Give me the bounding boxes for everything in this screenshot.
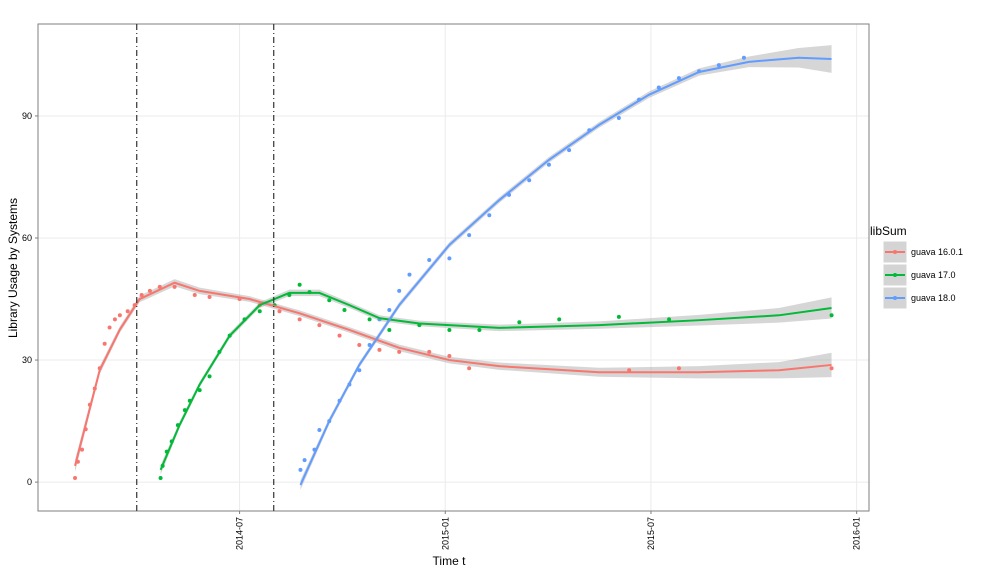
point xyxy=(147,288,152,293)
smooth-line xyxy=(74,281,832,467)
smooth-line xyxy=(159,291,832,471)
confidence-band xyxy=(75,279,832,472)
point xyxy=(676,366,681,371)
x-tick-label: 2016-01 xyxy=(852,517,862,550)
legend-title: libSum xyxy=(870,224,907,238)
legend-label: guava 17.0 xyxy=(911,270,956,280)
y-tick-label: 60 xyxy=(22,233,32,243)
point xyxy=(627,368,632,373)
point xyxy=(557,317,562,322)
point xyxy=(387,327,392,332)
point xyxy=(125,309,130,314)
point xyxy=(112,317,117,322)
legend-key-point xyxy=(893,250,897,254)
point xyxy=(656,85,661,90)
point xyxy=(397,349,402,354)
point xyxy=(197,388,202,393)
point xyxy=(527,178,532,183)
legend-label: guava 18.0 xyxy=(911,293,956,303)
point xyxy=(387,308,392,313)
point xyxy=(367,317,372,322)
point xyxy=(172,284,177,289)
x-tick-label: 2015-01 xyxy=(440,517,450,550)
point xyxy=(357,368,362,373)
point xyxy=(257,309,262,314)
point xyxy=(342,308,347,313)
point xyxy=(117,313,122,318)
point xyxy=(676,76,681,81)
bands xyxy=(75,45,832,490)
y-axis-label: Library Usage by Systems xyxy=(6,198,20,338)
point xyxy=(73,476,78,481)
point xyxy=(357,343,362,348)
x-tick-label: 2015-07 xyxy=(646,517,656,550)
point xyxy=(487,213,492,218)
point xyxy=(546,162,551,167)
point xyxy=(327,298,332,303)
panel-background xyxy=(38,24,869,511)
point xyxy=(567,148,572,153)
point xyxy=(517,320,522,325)
legend-label: guava 16.0.1 xyxy=(911,247,963,257)
point xyxy=(397,288,402,293)
x-tick-label: 2014-07 xyxy=(235,517,245,550)
y-tick-label: 30 xyxy=(22,355,32,365)
point xyxy=(139,292,144,297)
point xyxy=(337,333,342,338)
point xyxy=(447,353,452,358)
point xyxy=(467,366,472,371)
lines xyxy=(74,56,832,486)
point xyxy=(102,341,107,346)
legend-key-point xyxy=(893,296,897,300)
point xyxy=(407,272,412,277)
point xyxy=(80,447,85,452)
point xyxy=(427,349,432,354)
point xyxy=(297,317,302,322)
point xyxy=(158,476,163,481)
y-tick-label: 0 xyxy=(27,477,32,487)
point xyxy=(447,256,452,261)
point xyxy=(447,327,452,332)
smooth-line xyxy=(299,56,832,486)
point xyxy=(829,366,834,371)
point xyxy=(298,467,303,472)
point xyxy=(616,314,621,319)
point xyxy=(741,55,746,60)
point xyxy=(467,233,472,238)
legend-key-point xyxy=(893,273,897,277)
point xyxy=(207,294,212,299)
point xyxy=(302,458,307,463)
point xyxy=(367,343,372,348)
point xyxy=(297,282,302,287)
point xyxy=(157,284,162,289)
point xyxy=(477,327,482,332)
point xyxy=(716,63,721,68)
point xyxy=(829,313,834,318)
point xyxy=(107,325,112,330)
point xyxy=(616,115,621,120)
y-tick-label: 90 xyxy=(22,111,32,121)
point xyxy=(427,257,432,262)
grid xyxy=(38,24,869,511)
confidence-band xyxy=(160,289,832,475)
point xyxy=(377,347,382,352)
x-axis-label: Time t xyxy=(433,554,467,568)
panel-border xyxy=(37,23,870,512)
point xyxy=(207,374,212,379)
point xyxy=(667,317,672,322)
point xyxy=(277,309,282,314)
point xyxy=(192,292,197,297)
point xyxy=(317,323,322,328)
point xyxy=(317,428,322,433)
